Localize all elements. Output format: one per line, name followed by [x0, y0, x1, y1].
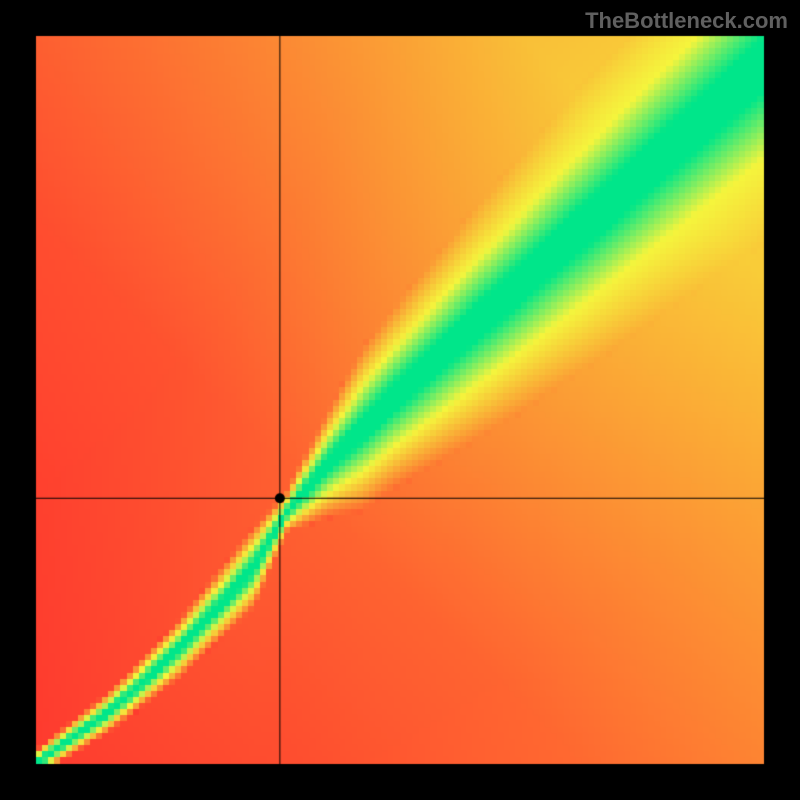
watermark-text: TheBottleneck.com [585, 8, 788, 34]
heatmap-canvas [0, 0, 800, 800]
chart-container: TheBottleneck.com [0, 0, 800, 800]
